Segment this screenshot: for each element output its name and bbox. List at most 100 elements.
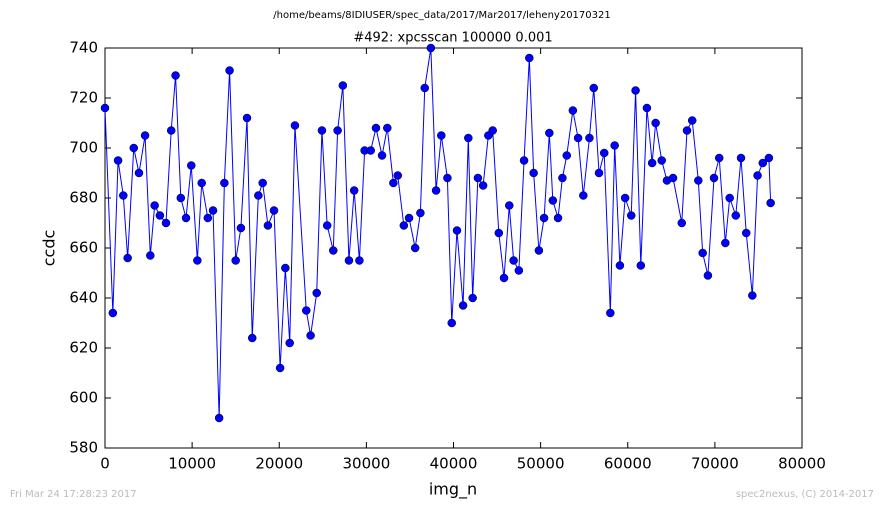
- data-point: [129, 143, 139, 153]
- x-axis-label: img_n: [429, 480, 477, 500]
- data-point: [694, 176, 703, 185]
- data-point: [208, 206, 218, 215]
- data-point: [534, 246, 544, 255]
- data-point: [146, 251, 155, 260]
- data-point: [269, 206, 279, 215]
- x-tick-label: 70000: [691, 455, 739, 473]
- data-point: [579, 191, 588, 200]
- data-point: [410, 243, 420, 253]
- data-point: [668, 173, 678, 183]
- data-point: [494, 228, 504, 238]
- data-point: [193, 256, 202, 265]
- y-axis-label: ccdc: [40, 230, 59, 267]
- data-point: [302, 306, 311, 315]
- data-point: [285, 338, 294, 348]
- data-point: [505, 201, 514, 210]
- data-point: [393, 171, 402, 180]
- data-point: [171, 71, 180, 80]
- y-tick-label: 580: [69, 439, 98, 457]
- data-point: [753, 171, 762, 180]
- data-point: [281, 263, 290, 273]
- data-point: [545, 128, 554, 138]
- data-point: [766, 198, 775, 208]
- data-point: [220, 178, 229, 188]
- data-point: [263, 221, 273, 230]
- footer-right: spec2nexus, (C) 2014-2017: [736, 489, 874, 500]
- data-point: [134, 168, 144, 178]
- data-point: [636, 261, 646, 270]
- data-point: [725, 193, 734, 203]
- data-point: [721, 238, 730, 248]
- data-point: [306, 331, 315, 340]
- data-point: [548, 196, 558, 205]
- data-point: [399, 221, 409, 230]
- data-point: [509, 256, 518, 265]
- data-point: [553, 213, 563, 223]
- data-point: [349, 186, 359, 195]
- data-point: [468, 293, 477, 303]
- x-tick-label: 0: [100, 455, 110, 473]
- data-point: [416, 208, 425, 218]
- data-point: [599, 148, 609, 158]
- data-point: [344, 256, 354, 265]
- data-point: [488, 126, 497, 135]
- chart-subtitle: #492: xpcsscan 100000 0.001: [353, 31, 552, 46]
- data-point: [642, 103, 652, 113]
- data-point: [703, 271, 713, 280]
- data-point: [651, 118, 660, 128]
- data-point: [682, 126, 692, 135]
- footer-left: Fri Mar 24 17:28:23 2017: [10, 489, 137, 500]
- data-point: [187, 161, 196, 170]
- y-tick-label: 720: [69, 89, 98, 107]
- data-point: [258, 178, 267, 188]
- data-point: [275, 363, 285, 373]
- x-tick-label: 40000: [430, 455, 478, 473]
- y-tick-label: 700: [69, 139, 98, 157]
- data-point: [568, 106, 578, 115]
- data-point: [317, 126, 327, 135]
- data-point: [764, 153, 774, 163]
- data-point: [404, 213, 414, 223]
- y-tick-label: 740: [69, 39, 98, 57]
- data-point: [247, 333, 257, 343]
- data-point: [539, 213, 549, 223]
- data-point: [687, 116, 697, 125]
- y-tick-label: 680: [69, 189, 98, 207]
- data-point: [119, 191, 128, 200]
- data-point: [426, 43, 436, 53]
- data-point: [113, 156, 123, 165]
- data-point: [615, 261, 625, 270]
- data-point: [140, 131, 150, 140]
- data-point: [100, 103, 110, 113]
- data-point: [478, 181, 488, 190]
- data-point: [758, 158, 768, 168]
- x-tick-label: 50000: [517, 455, 565, 473]
- y-tick-label: 660: [69, 239, 98, 257]
- data-point: [322, 221, 332, 230]
- data-point: [333, 126, 342, 135]
- data-point: [529, 168, 538, 178]
- data-point: [236, 223, 246, 233]
- data-point: [585, 133, 594, 143]
- y-tick-label: 640: [69, 289, 98, 307]
- data-point: [377, 151, 387, 160]
- data-point: [677, 218, 687, 228]
- data-point: [452, 226, 462, 235]
- data-point: [741, 228, 751, 238]
- data-point: [647, 158, 657, 168]
- data-point: [626, 211, 636, 220]
- data-point: [631, 86, 640, 95]
- data-point: [499, 273, 509, 283]
- data-point: [420, 83, 429, 93]
- data-point: [155, 211, 165, 220]
- x-tick-label: 20000: [255, 455, 303, 473]
- data-point: [231, 256, 240, 265]
- y-tick-label: 620: [69, 339, 98, 357]
- data-point: [589, 83, 599, 93]
- data-point: [573, 133, 583, 143]
- data-point: [473, 173, 483, 183]
- data-point: [371, 123, 381, 133]
- data-point: [254, 191, 263, 200]
- data-point: [464, 133, 473, 143]
